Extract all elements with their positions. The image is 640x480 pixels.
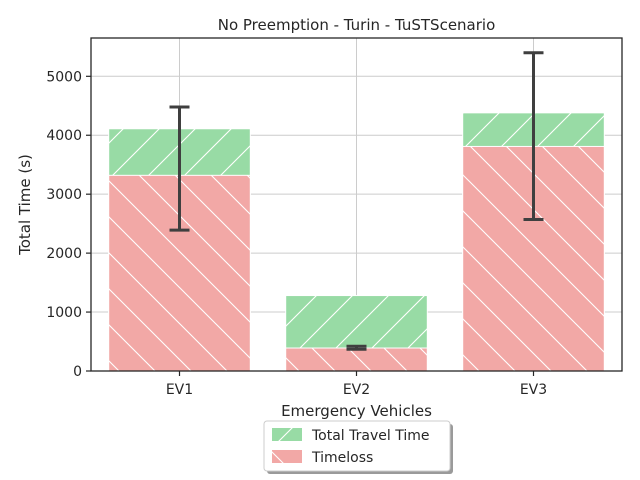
- legend-swatch-hatch: [272, 450, 302, 463]
- y-axis-label: Total Time (s): [16, 154, 34, 256]
- legend-box: [263, 420, 451, 472]
- x-tick-label: EV3: [520, 382, 547, 398]
- error-bars: [169, 51, 544, 351]
- y-tick-label: 4000: [46, 128, 82, 144]
- legend: Total Travel Time Timeloss: [263, 420, 453, 474]
- x-tick-label: EV1: [166, 382, 193, 398]
- x-axis-label: Emergency Vehicles: [281, 402, 432, 420]
- y-tick-label: 5000: [46, 69, 82, 85]
- legend-swatch-hatch: [272, 428, 302, 441]
- chart-title: No Preemption - Turin - TuSTScenario: [218, 16, 496, 34]
- bar-hatch: [285, 347, 428, 372]
- y-tick-label: 0: [73, 364, 82, 380]
- y-tick-label: 3000: [46, 187, 82, 203]
- x-tick-label: EV2: [343, 382, 370, 398]
- legend-label: Total Travel Time: [311, 428, 429, 444]
- legend-label: Timeloss: [311, 450, 373, 466]
- y-tick-label: 1000: [46, 305, 82, 321]
- y-tick-label: 2000: [46, 246, 82, 262]
- axis-ticks: 0 1000 2000 3000 4000 5000 EV1 EV2 EV3: [46, 69, 547, 398]
